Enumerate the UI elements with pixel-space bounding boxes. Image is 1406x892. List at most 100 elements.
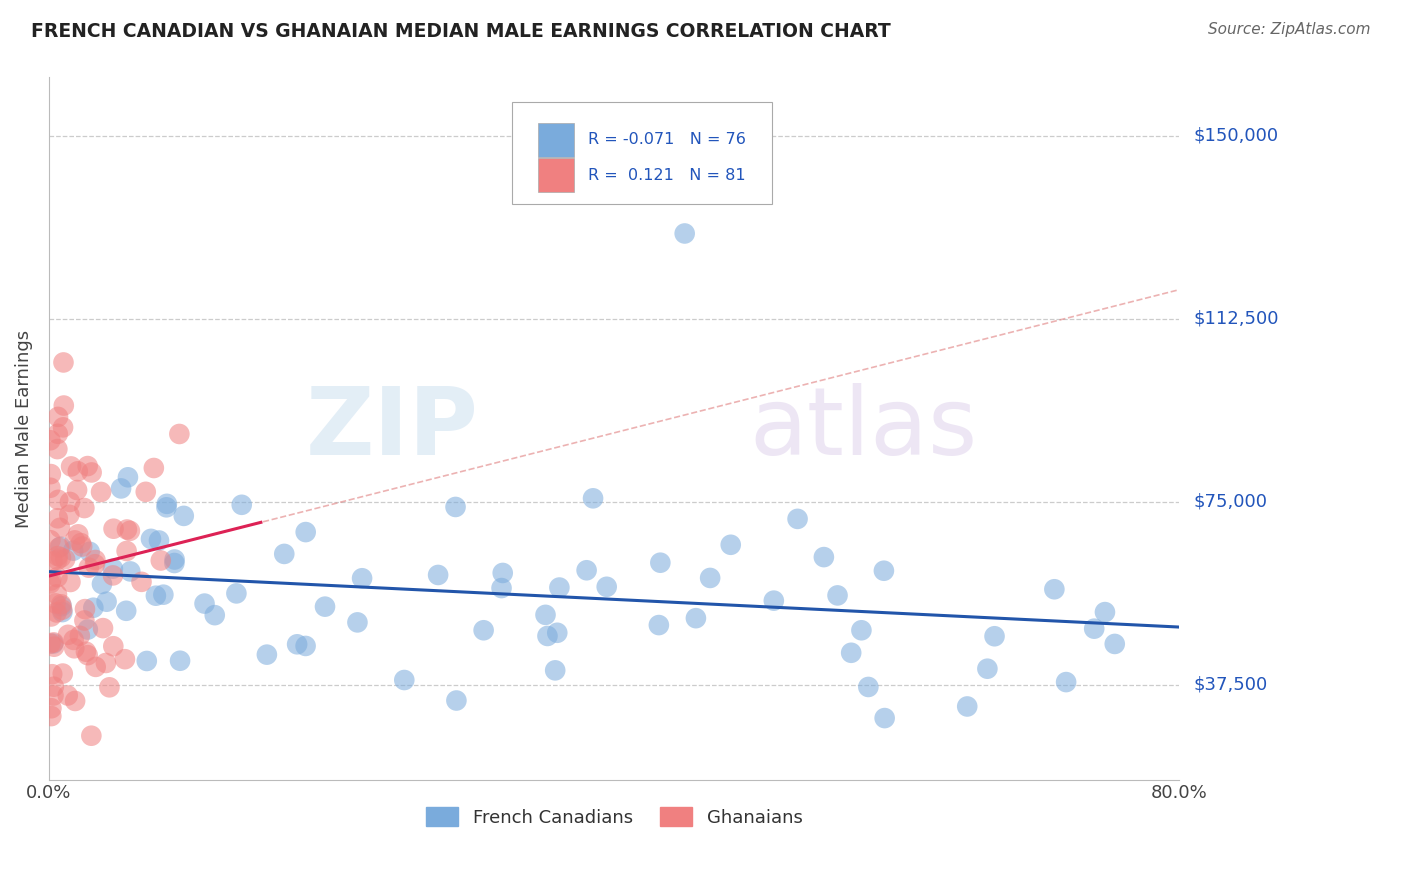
Point bbox=[582, 491, 605, 506]
Point bbox=[51, 603, 73, 617]
Point bbox=[73, 501, 96, 516]
Point bbox=[427, 568, 450, 582]
Point bbox=[67, 527, 90, 541]
Point bbox=[294, 639, 316, 653]
Point bbox=[231, 498, 253, 512]
Point bbox=[59, 495, 82, 509]
Point bbox=[648, 618, 671, 632]
Point bbox=[444, 500, 467, 514]
Point bbox=[69, 629, 91, 643]
Point bbox=[80, 466, 103, 480]
Point bbox=[103, 522, 125, 536]
Point bbox=[142, 461, 165, 475]
Point bbox=[858, 680, 880, 694]
Point bbox=[63, 641, 86, 656]
Point bbox=[546, 625, 568, 640]
Text: $37,500: $37,500 bbox=[1194, 675, 1267, 693]
Point bbox=[118, 524, 141, 538]
Point bbox=[52, 399, 75, 413]
Point bbox=[394, 673, 416, 687]
Text: $150,000: $150,000 bbox=[1194, 127, 1278, 145]
Point bbox=[94, 656, 117, 670]
Point bbox=[75, 645, 97, 659]
Text: R =  0.121   N = 81: R = 0.121 N = 81 bbox=[588, 168, 745, 183]
Point bbox=[46, 409, 69, 424]
Point bbox=[548, 581, 571, 595]
Point bbox=[60, 459, 83, 474]
Point bbox=[650, 556, 672, 570]
Point bbox=[204, 608, 226, 623]
Point bbox=[58, 508, 80, 522]
Point bbox=[42, 680, 65, 694]
Point bbox=[813, 550, 835, 565]
Point bbox=[49, 540, 72, 554]
Point bbox=[114, 652, 136, 666]
Point bbox=[46, 587, 69, 601]
Point bbox=[169, 427, 191, 442]
Point bbox=[135, 654, 157, 668]
Point bbox=[152, 588, 174, 602]
Point bbox=[131, 574, 153, 589]
Point bbox=[1043, 582, 1066, 597]
Point bbox=[983, 629, 1005, 643]
Point bbox=[42, 636, 65, 650]
Text: atlas: atlas bbox=[749, 383, 979, 475]
Point bbox=[41, 667, 63, 681]
Point bbox=[685, 611, 707, 625]
Point bbox=[73, 602, 96, 616]
Point bbox=[82, 600, 104, 615]
Point bbox=[59, 574, 82, 589]
Point bbox=[63, 533, 86, 548]
Point bbox=[39, 574, 62, 588]
Bar bbox=[538, 158, 575, 192]
Point bbox=[70, 540, 93, 554]
Point bbox=[76, 623, 98, 637]
Point bbox=[827, 588, 849, 602]
Point bbox=[46, 426, 69, 441]
Point bbox=[39, 576, 62, 591]
Point bbox=[294, 525, 316, 540]
Text: $112,500: $112,500 bbox=[1194, 310, 1278, 328]
Point bbox=[56, 689, 79, 703]
Point bbox=[1104, 637, 1126, 651]
Text: Source: ZipAtlas.com: Source: ZipAtlas.com bbox=[1208, 22, 1371, 37]
Point bbox=[91, 621, 114, 635]
Point bbox=[84, 553, 107, 567]
Point bbox=[77, 560, 100, 574]
Point bbox=[873, 564, 896, 578]
Point bbox=[53, 552, 76, 566]
Point bbox=[536, 629, 558, 643]
Point bbox=[49, 550, 72, 565]
Text: $75,000: $75,000 bbox=[1194, 492, 1267, 510]
FancyBboxPatch shape bbox=[512, 102, 772, 204]
Point bbox=[62, 632, 84, 647]
Point bbox=[115, 544, 138, 558]
Point bbox=[1054, 675, 1077, 690]
Point bbox=[839, 646, 862, 660]
Point bbox=[46, 442, 69, 456]
Point bbox=[851, 624, 873, 638]
Point bbox=[1083, 622, 1105, 636]
Point bbox=[101, 561, 124, 575]
Point bbox=[596, 580, 619, 594]
Point bbox=[225, 586, 247, 600]
Point bbox=[46, 549, 69, 563]
Point bbox=[139, 532, 162, 546]
Point bbox=[45, 606, 67, 620]
Point bbox=[62, 543, 84, 558]
Point bbox=[101, 568, 124, 582]
Point bbox=[39, 467, 62, 481]
Point bbox=[96, 595, 118, 609]
Point bbox=[76, 459, 98, 474]
Point bbox=[115, 604, 138, 618]
Point bbox=[52, 420, 75, 434]
Point bbox=[256, 648, 278, 662]
Point bbox=[163, 556, 186, 570]
Point bbox=[48, 541, 70, 555]
Point bbox=[103, 639, 125, 653]
Point bbox=[193, 597, 215, 611]
Point bbox=[39, 609, 62, 624]
Point bbox=[52, 666, 75, 681]
Point bbox=[41, 701, 63, 715]
Point bbox=[115, 523, 138, 537]
